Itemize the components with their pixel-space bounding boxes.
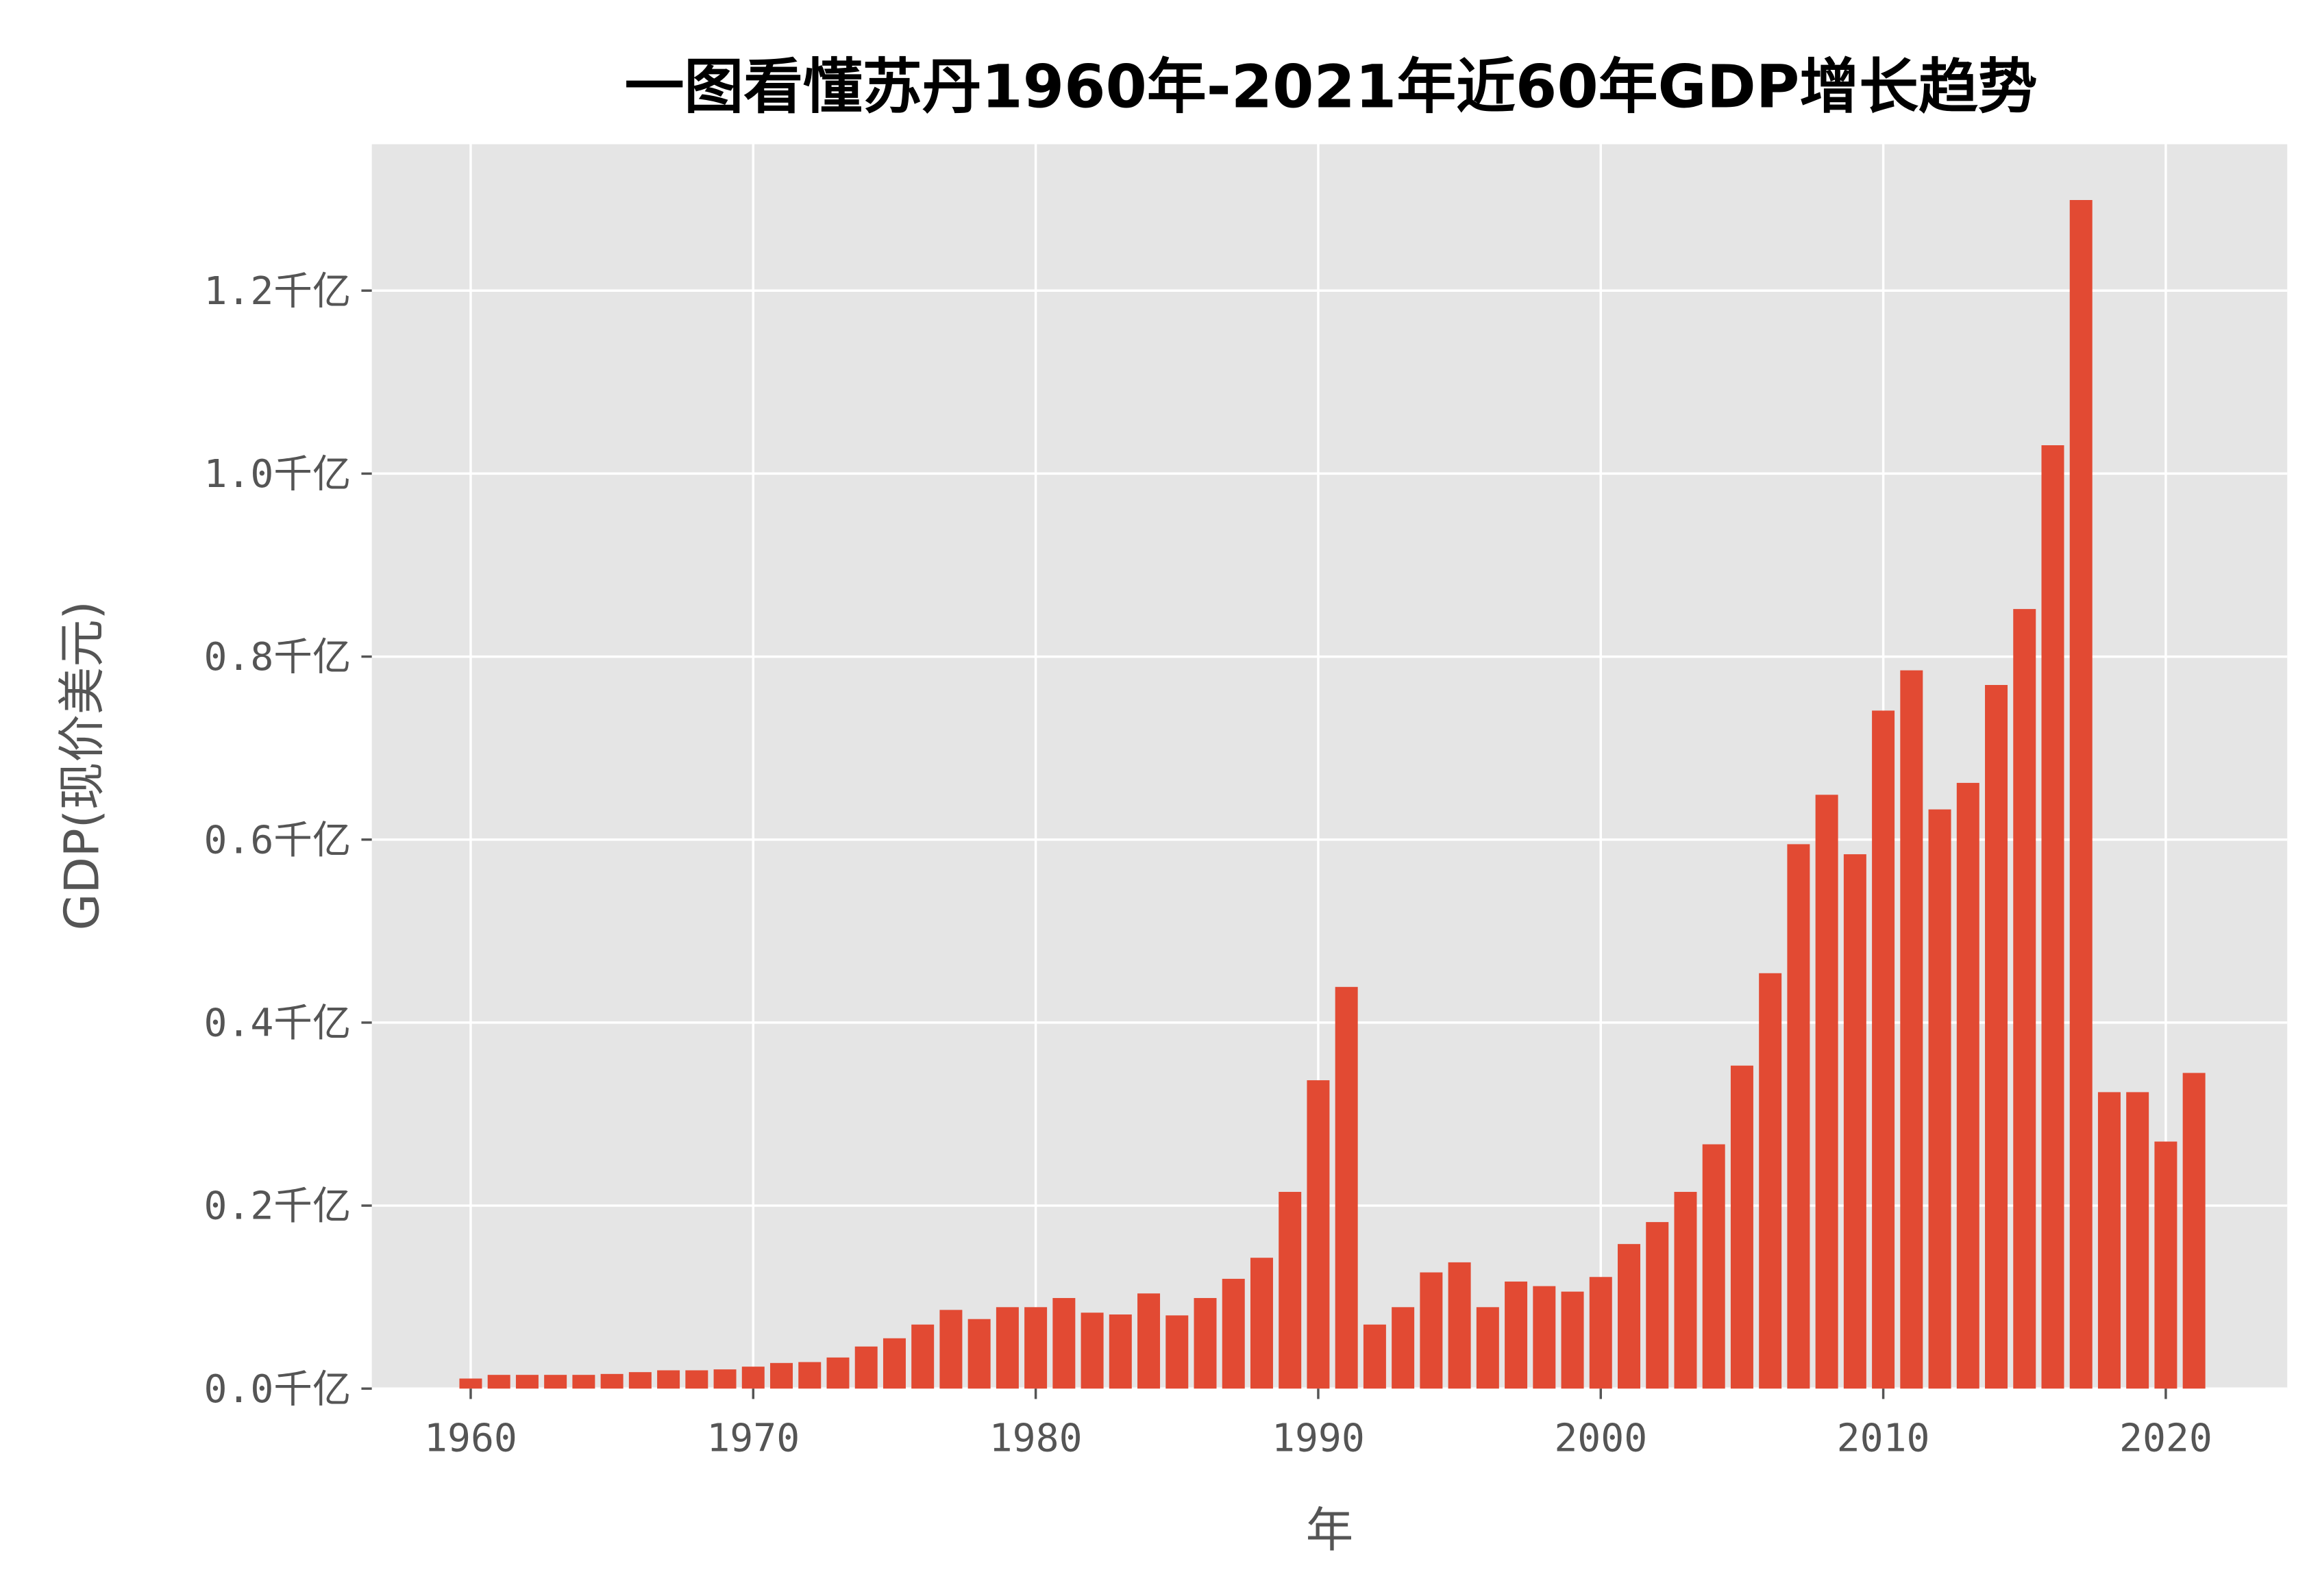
bar-1982 xyxy=(1081,1312,1104,1389)
bar-1988 xyxy=(1250,1258,1273,1389)
chart-title: 一图看懂苏丹1960年-2021年近60年GDP增长趋势 xyxy=(625,52,2038,121)
bar-2006 xyxy=(1759,973,1782,1389)
bar-1993 xyxy=(1392,1307,1415,1389)
x-tick-label: 1980 xyxy=(989,1416,1083,1460)
bar-2005 xyxy=(1730,1065,1753,1389)
bar-2003 xyxy=(1674,1192,1697,1389)
bar-2009 xyxy=(1843,854,1866,1389)
bar-1981 xyxy=(1052,1297,1076,1389)
y-tick-label: 0.8千亿 xyxy=(203,635,351,679)
bar-1989 xyxy=(1279,1192,1302,1389)
bar-1966 xyxy=(628,1372,652,1389)
x-tick-label: 2010 xyxy=(1837,1416,1930,1460)
bar-2016 xyxy=(2041,445,2064,1389)
bar-2017 xyxy=(2069,200,2093,1389)
bar-1992 xyxy=(1363,1324,1386,1389)
bar-2015 xyxy=(2013,609,2036,1389)
bar-2000 xyxy=(1589,1277,1612,1389)
bar-1999 xyxy=(1561,1291,1584,1389)
x-tick-label: 1990 xyxy=(1272,1416,1365,1460)
bar-1998 xyxy=(1533,1286,1556,1389)
bars xyxy=(459,200,2206,1389)
bar-1984 xyxy=(1137,1293,1161,1389)
bar-1964 xyxy=(572,1375,595,1389)
bar-1997 xyxy=(1505,1281,1528,1389)
bar-1990 xyxy=(1307,1080,1330,1389)
bar-1975 xyxy=(883,1338,906,1389)
bar-2021 xyxy=(2182,1073,2206,1389)
bar-1983 xyxy=(1109,1314,1132,1389)
bar-1970 xyxy=(741,1367,765,1389)
bar-2002 xyxy=(1646,1222,1669,1389)
bar-1968 xyxy=(685,1370,708,1389)
bar-1976 xyxy=(911,1324,935,1389)
y-tick-label: 0.2千亿 xyxy=(203,1184,351,1229)
bar-2010 xyxy=(1872,710,1895,1389)
bar-1965 xyxy=(600,1373,624,1389)
bar-2014 xyxy=(1985,684,2008,1389)
bar-2004 xyxy=(1702,1144,1725,1389)
bar-1961 xyxy=(487,1375,510,1389)
bar-2007 xyxy=(1787,844,1810,1389)
bar-1978 xyxy=(967,1319,991,1389)
bar-2019 xyxy=(2126,1092,2149,1389)
bar-1977 xyxy=(939,1310,963,1389)
x-tick-label: 1960 xyxy=(424,1416,517,1460)
y-tick-label: 1.2千亿 xyxy=(203,269,351,314)
bar-1980 xyxy=(1024,1307,1048,1389)
bar-1994 xyxy=(1420,1272,1443,1389)
bar-1967 xyxy=(657,1370,680,1389)
y-tick-label: 1.0千亿 xyxy=(203,452,351,497)
bar-1991 xyxy=(1335,986,1358,1389)
y-tick-label: 0.6千亿 xyxy=(203,818,351,862)
x-axis: 1960 1970 1980 1990 2000 2010 2020 xyxy=(424,1388,2212,1460)
bar-1960 xyxy=(459,1378,482,1389)
x-tick-label: 2000 xyxy=(1554,1416,1647,1460)
bar-1995 xyxy=(1448,1262,1471,1389)
x-tick-label: 1970 xyxy=(706,1416,800,1460)
bar-1962 xyxy=(515,1375,539,1389)
y-tick-label: 0.0千亿 xyxy=(203,1367,351,1412)
bar-1986 xyxy=(1194,1297,1217,1389)
bar-1996 xyxy=(1476,1307,1499,1389)
bar-2013 xyxy=(1956,782,1979,1389)
bar-2020 xyxy=(2154,1141,2177,1389)
bar-1973 xyxy=(826,1357,850,1389)
bar-1974 xyxy=(854,1346,878,1389)
bar-2018 xyxy=(2097,1092,2121,1389)
bar-1987 xyxy=(1222,1278,1245,1389)
bar-1985 xyxy=(1165,1315,1189,1389)
bar-2001 xyxy=(1618,1244,1640,1389)
bar-2012 xyxy=(1928,809,1951,1389)
y-axis: 0.0千亿 0.2千亿 0.4千亿 0.6千亿 0.8千亿 1.0千亿 1.2千亿 xyxy=(203,269,372,1412)
x-axis-label: 年 xyxy=(1306,1503,1353,1558)
bar-2011 xyxy=(1900,670,1923,1389)
bar-1963 xyxy=(544,1375,567,1389)
y-tick-label: 0.4千亿 xyxy=(203,1001,351,1045)
bar-1979 xyxy=(996,1307,1019,1389)
bar-1972 xyxy=(798,1362,822,1389)
bar-1969 xyxy=(713,1369,737,1389)
bar-1971 xyxy=(770,1362,793,1389)
y-axis-label: GDP(现价美元) xyxy=(55,601,110,930)
x-tick-label: 2020 xyxy=(2119,1416,2212,1460)
bar-2008 xyxy=(1815,795,1838,1389)
